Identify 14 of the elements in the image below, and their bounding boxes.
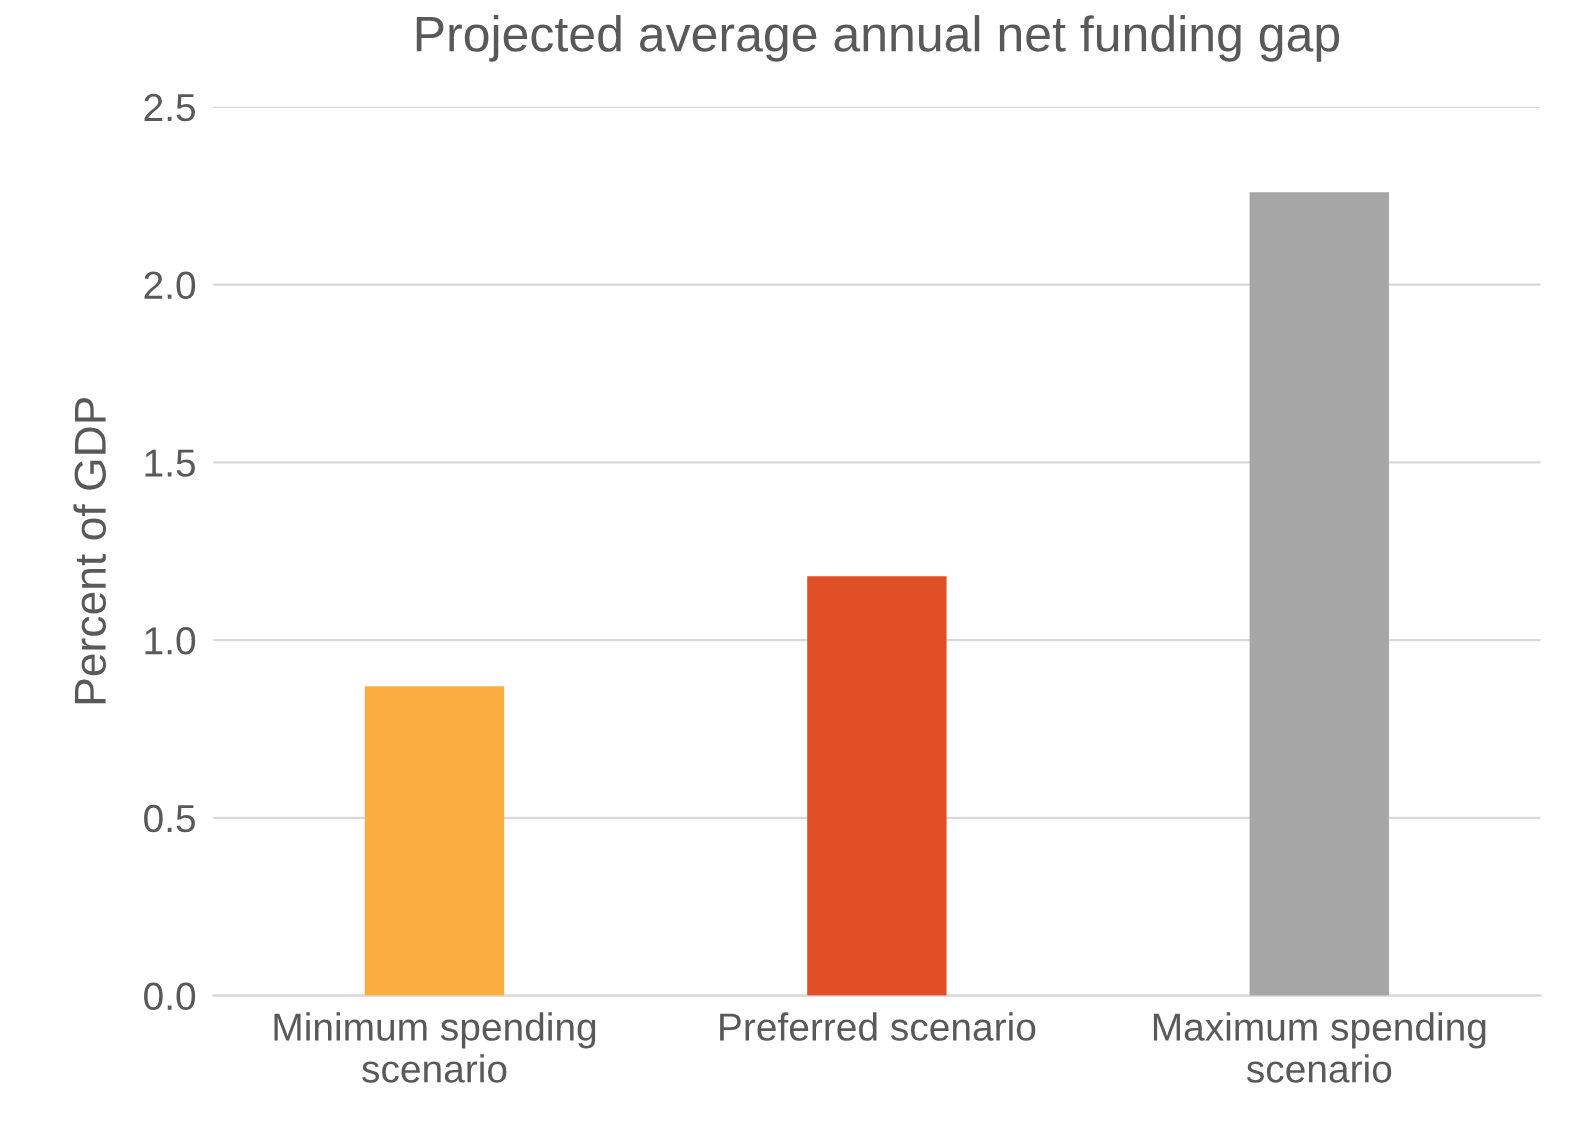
bar (364, 686, 505, 996)
y-tick-label: 2.0 (144, 271, 196, 300)
bar (807, 576, 947, 996)
bar (1249, 192, 1389, 996)
y-tick-label: 1.0 (145, 627, 196, 655)
chart-title: Projected average annual net funding gap (416, 15, 1340, 62)
y-tick-label: 1.5 (145, 449, 196, 477)
y-tick-label: 0.0 (144, 982, 196, 1011)
x-tick-label: Maximum spending scenario (1153, 1012, 1486, 1083)
y-axis-title: Percent of GDP (73, 397, 107, 704)
y-tick-label: 2.5 (144, 93, 196, 122)
x-tick-label: Minimum spending scenario (274, 1012, 596, 1083)
y-tick-label: 0.5 (144, 804, 196, 833)
x-tick-label: Preferred scenario (720, 1012, 1036, 1041)
